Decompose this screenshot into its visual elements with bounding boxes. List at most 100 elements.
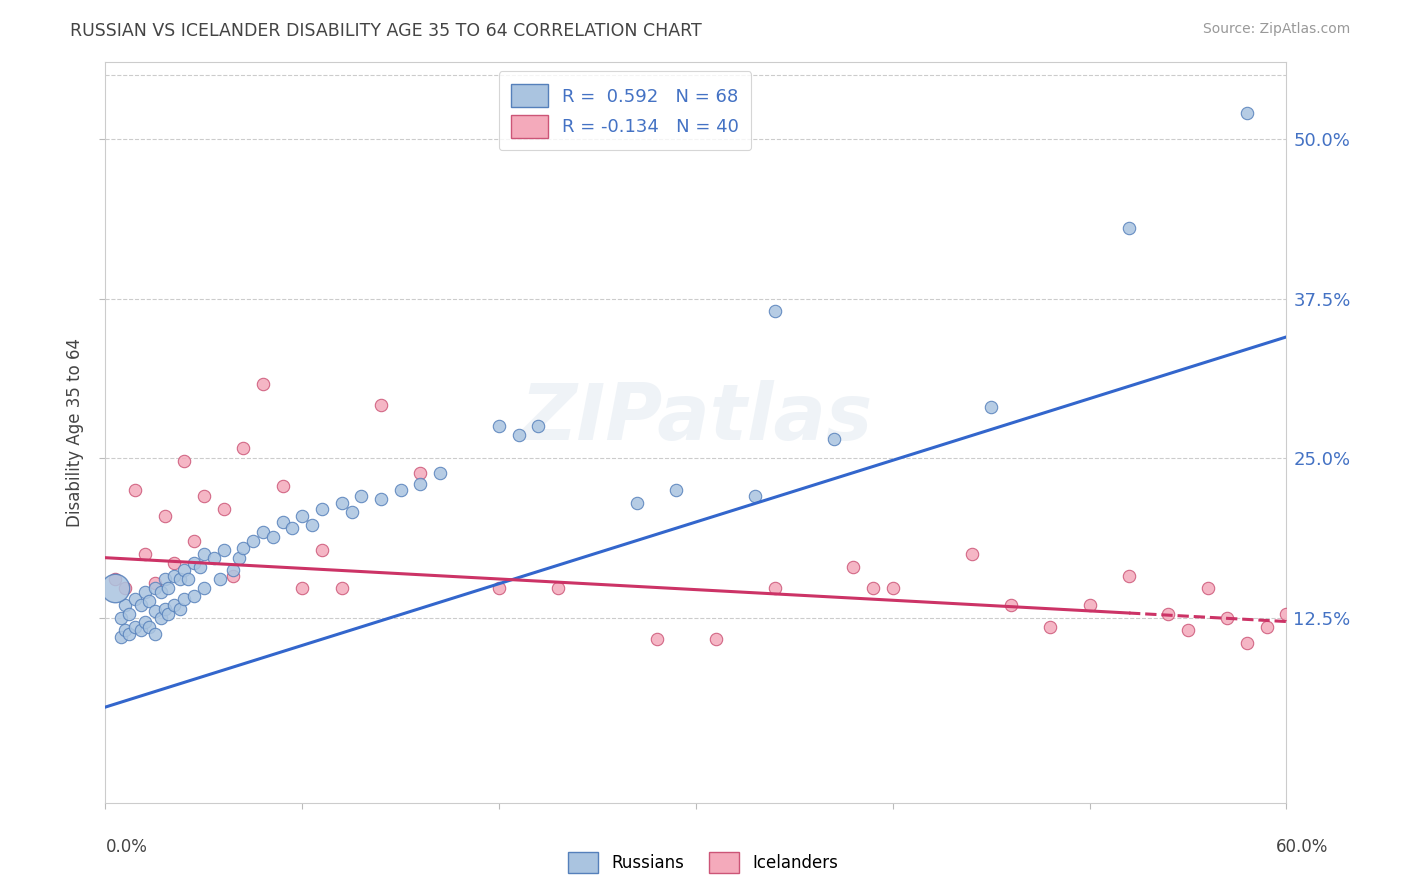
Point — [1000, 598, 1022, 612]
Point — [704, 632, 727, 647]
Point — [665, 483, 688, 497]
Point — [252, 525, 274, 540]
Point — [124, 620, 146, 634]
Point — [114, 624, 136, 638]
Point — [409, 467, 432, 481]
Point — [143, 604, 166, 618]
Point — [1177, 624, 1199, 638]
Point — [1157, 607, 1180, 621]
Text: 60.0%: 60.0% — [1277, 838, 1329, 856]
Point — [1197, 582, 1219, 596]
Point — [114, 598, 136, 612]
Point — [157, 582, 180, 596]
Point — [271, 479, 294, 493]
Point — [149, 585, 172, 599]
Point — [110, 630, 132, 644]
Point — [173, 564, 195, 578]
Point — [183, 534, 205, 549]
Point — [262, 530, 284, 544]
Point — [409, 476, 432, 491]
Point — [1256, 620, 1278, 634]
Point — [242, 534, 264, 549]
Point — [1236, 636, 1258, 650]
Point — [228, 550, 250, 565]
Point — [980, 400, 1002, 414]
Point — [118, 627, 141, 641]
Point — [744, 490, 766, 504]
Point — [547, 582, 569, 596]
Legend: R =  0.592   N = 68, R = -0.134   N = 40: R = 0.592 N = 68, R = -0.134 N = 40 — [499, 71, 751, 151]
Point — [311, 543, 333, 558]
Point — [163, 568, 186, 582]
Point — [188, 559, 211, 574]
Point — [193, 490, 215, 504]
Point — [763, 304, 786, 318]
Point — [370, 398, 392, 412]
Point — [389, 483, 412, 497]
Point — [232, 441, 254, 455]
Point — [626, 496, 648, 510]
Point — [163, 598, 186, 612]
Point — [330, 582, 353, 596]
Point — [208, 573, 231, 587]
Point — [134, 547, 156, 561]
Point — [222, 568, 245, 582]
Point — [291, 582, 314, 596]
Point — [143, 576, 166, 591]
Point — [882, 582, 904, 596]
Point — [1039, 620, 1062, 634]
Point — [842, 559, 865, 574]
Point — [169, 573, 191, 587]
Point — [169, 601, 191, 615]
Point — [763, 582, 786, 596]
Point — [960, 547, 983, 561]
Point — [193, 582, 215, 596]
Point — [340, 505, 363, 519]
Point — [1118, 221, 1140, 235]
Text: 0.0%: 0.0% — [105, 838, 148, 856]
Point — [301, 517, 323, 532]
Point — [149, 611, 172, 625]
Point — [1275, 607, 1298, 621]
Point — [862, 582, 884, 596]
Point — [1236, 106, 1258, 120]
Point — [222, 564, 245, 578]
Point — [1078, 598, 1101, 612]
Text: ZIPatlas: ZIPatlas — [520, 380, 872, 456]
Point — [153, 601, 176, 615]
Point — [143, 582, 166, 596]
Y-axis label: Disability Age 35 to 64: Disability Age 35 to 64 — [66, 338, 84, 527]
Point — [212, 502, 235, 516]
Text: RUSSIAN VS ICELANDER DISABILITY AGE 35 TO 64 CORRELATION CHART: RUSSIAN VS ICELANDER DISABILITY AGE 35 T… — [70, 22, 702, 40]
Point — [183, 589, 205, 603]
Point — [104, 573, 127, 587]
Point — [129, 624, 152, 638]
Point — [114, 582, 136, 596]
Point — [429, 467, 451, 481]
Point — [212, 543, 235, 558]
Point — [129, 598, 152, 612]
Point — [177, 573, 200, 587]
Point — [311, 502, 333, 516]
Point — [153, 508, 176, 523]
Point — [110, 611, 132, 625]
Point — [271, 515, 294, 529]
Point — [645, 632, 668, 647]
Point — [134, 615, 156, 629]
Point — [1118, 568, 1140, 582]
Point — [173, 453, 195, 467]
Point — [153, 573, 176, 587]
Point — [183, 556, 205, 570]
Point — [488, 582, 510, 596]
Point — [202, 550, 225, 565]
Point — [350, 490, 373, 504]
Point — [173, 591, 195, 606]
Point — [370, 491, 392, 506]
Point — [118, 607, 141, 621]
Point — [488, 419, 510, 434]
Point — [291, 508, 314, 523]
Point — [1216, 611, 1239, 625]
Point — [527, 419, 550, 434]
Point — [104, 582, 127, 596]
Point — [823, 432, 845, 446]
